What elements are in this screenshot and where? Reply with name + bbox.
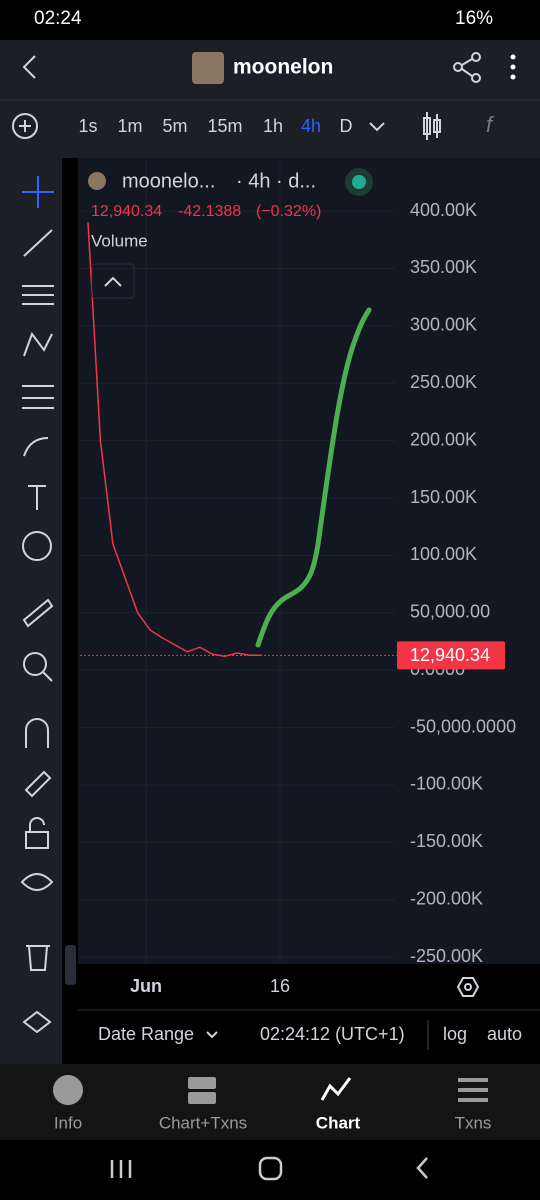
last-price-label: 12,940.34 bbox=[410, 645, 490, 665]
nav-label[interactable]: Info bbox=[54, 1113, 82, 1132]
y-tick-label: 100.00K bbox=[410, 544, 477, 564]
y-tick-label: -100.00K bbox=[410, 774, 483, 794]
chart-icon bbox=[320, 1077, 352, 1101]
legend-price: 12,940.34 bbox=[91, 203, 162, 220]
y-tick-label: 250.00K bbox=[410, 372, 477, 392]
menu-button[interactable] bbox=[510, 54, 516, 80]
nav-label[interactable]: Chart+Txns bbox=[159, 1113, 247, 1132]
nav-label[interactable]: Txns bbox=[455, 1113, 492, 1132]
legend-symbol: moonelo... bbox=[122, 170, 215, 192]
header-title: moonelon bbox=[233, 56, 333, 79]
y-tick-label: -150.00K bbox=[410, 831, 483, 851]
collapse-legend[interactable] bbox=[91, 263, 135, 299]
legend-avatar bbox=[88, 172, 106, 190]
timeframe[interactable]: 15m bbox=[207, 116, 242, 136]
timeframe[interactable]: 5m bbox=[162, 116, 187, 136]
share-button[interactable] bbox=[453, 52, 481, 83]
log-toggle[interactable]: log bbox=[443, 1024, 467, 1044]
tool-column bbox=[0, 158, 62, 1064]
clock: 02:24:12 (UTC+1) bbox=[260, 1024, 405, 1044]
last-price-badge bbox=[397, 641, 505, 670]
header-bg bbox=[0, 40, 540, 158]
y-tick-label: 400.00K bbox=[410, 200, 477, 220]
y-tick-label: 300.00K bbox=[410, 315, 477, 335]
timeframe[interactable]: 4h bbox=[301, 116, 321, 136]
collapse-icon bbox=[104, 276, 122, 287]
legend-interval: · 4h · d... bbox=[236, 170, 316, 192]
y-tick-label: 150.00K bbox=[410, 487, 477, 507]
status-time: 02:24 bbox=[34, 8, 82, 29]
x-tick-label: 16 bbox=[270, 976, 290, 996]
legend-change: -42.1388 bbox=[178, 203, 241, 220]
nav-items: Info Chart+Txns Chart Txns bbox=[54, 1113, 492, 1132]
system-back-button[interactable] bbox=[416, 1157, 428, 1179]
legend-change-pct: (−0.32%) bbox=[256, 203, 321, 220]
chart-txns-icon bbox=[188, 1092, 216, 1104]
token-avatar bbox=[192, 52, 224, 84]
collapse-handle[interactable] bbox=[65, 945, 76, 985]
settings-button[interactable] bbox=[456, 977, 480, 997]
status-bar bbox=[0, 0, 540, 40]
chart-txns-icon bbox=[188, 1077, 216, 1089]
chart-type-button[interactable] bbox=[423, 112, 441, 140]
chart-panel bbox=[78, 158, 540, 964]
price-line bbox=[87, 222, 262, 658]
drawing-tools[interactable] bbox=[20, 176, 54, 1034]
back-button[interactable] bbox=[22, 55, 36, 79]
recents-button[interactable] bbox=[110, 1160, 132, 1178]
system-nav bbox=[0, 1140, 540, 1200]
info-icon bbox=[53, 1075, 83, 1105]
txns-icon bbox=[458, 1078, 488, 1102]
timeframe[interactable]: 1s bbox=[78, 116, 97, 136]
y-tick-label: -50,000.0000 bbox=[410, 716, 516, 736]
y-tick-label: 200.00K bbox=[410, 429, 477, 449]
nav-label[interactable]: Chart bbox=[316, 1113, 361, 1132]
date-range[interactable]: Date Range bbox=[98, 1024, 194, 1044]
y-tick-label: 350.00K bbox=[410, 257, 477, 277]
y-tick-label: -250.00K bbox=[410, 946, 483, 966]
plot: 400.00K 350.00K 300.00K 250.00K 200.00K 150.0… bbox=[80, 160, 516, 966]
y-tick-label: 50,000.00 bbox=[410, 602, 490, 622]
date-range-caret bbox=[206, 1031, 218, 1039]
add-button[interactable] bbox=[12, 113, 38, 139]
timeframe-dropdown[interactable] bbox=[369, 122, 385, 132]
timeframes: 1s 1m 5m 15m 1h 4h D bbox=[78, 116, 352, 136]
add-icon bbox=[19, 120, 31, 132]
status-dot bbox=[352, 175, 366, 189]
y-tick-label: -200.00K bbox=[410, 888, 483, 908]
timeframe[interactable]: 1h bbox=[263, 116, 283, 136]
timeframe[interactable]: 1m bbox=[117, 116, 142, 136]
indicators-button[interactable]: f bbox=[486, 112, 495, 137]
nav-bar bbox=[0, 1064, 540, 1140]
home-button[interactable] bbox=[258, 1156, 283, 1181]
battery: 16% bbox=[455, 8, 493, 29]
legend-indicator: Volume bbox=[91, 231, 148, 250]
x-tick-label: Jun bbox=[130, 976, 162, 996]
auto-toggle[interactable]: auto bbox=[487, 1024, 522, 1044]
hand-drawing bbox=[255, 307, 372, 648]
timeframe[interactable]: D bbox=[340, 116, 353, 136]
